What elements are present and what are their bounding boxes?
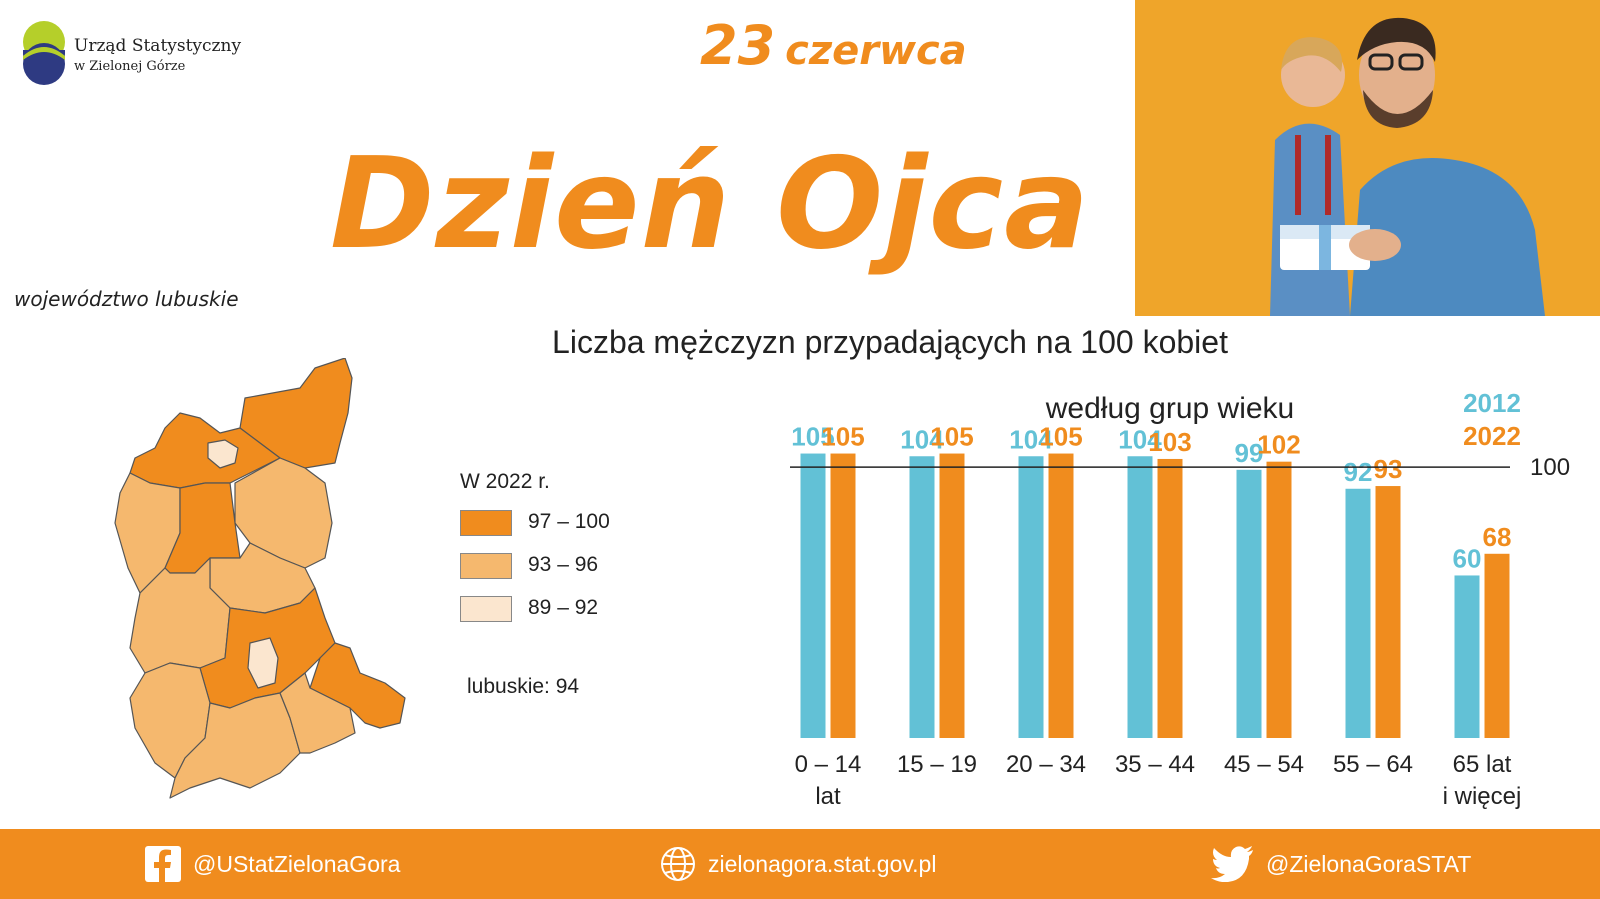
map-enclave: [207, 439, 239, 469]
region-total: lubuskie: 94: [467, 675, 580, 698]
map-county: [279, 672, 356, 754]
bar-2022: [1266, 461, 1292, 738]
data-label-2012: 104: [1009, 424, 1053, 454]
data-label-2022: 102: [1257, 430, 1300, 460]
date-heading: 23 czerwca: [700, 14, 1000, 77]
footer-bar: @UStatZielonaGora zielonagora.stat.gov.p…: [0, 829, 1600, 899]
series-legend-2022: 2022: [1463, 421, 1521, 451]
legend-row: 89 – 92: [460, 596, 660, 626]
date-month: czerwca: [785, 28, 967, 74]
bar-2022: [830, 453, 856, 738]
statistics-office-logo: Urząd Statystyczny w Zielonej Górze: [20, 20, 280, 90]
bar-2012: [909, 456, 935, 738]
chart-title: według grup wieku: [1045, 392, 1294, 425]
logo-icon: [23, 21, 65, 85]
category-label: 15 – 19: [897, 751, 977, 778]
footer-twitter[interactable]: @ZielonaGoraSTAT: [1210, 829, 1471, 899]
footer-website[interactable]: zielonagora.stat.gov.pl: [660, 829, 936, 899]
bar-2012: [1454, 575, 1480, 738]
bar-2012: [1236, 469, 1262, 738]
category-label: lat: [815, 783, 841, 810]
map-county: [234, 457, 333, 569]
legend-label: 97 – 100: [528, 510, 610, 533]
legend-title: W 2022 r.: [460, 470, 550, 493]
page-title: Dzień Ojca: [330, 130, 1091, 277]
map-county: [129, 412, 281, 489]
bar-2012: [1127, 456, 1153, 738]
category-label: i więcej: [1443, 783, 1522, 810]
data-label-2022: 105: [930, 422, 973, 452]
data-label-2022: 105: [1039, 422, 1082, 452]
chart-subtitle: Liczba mężczyzn przypadających na 100 ko…: [552, 324, 1228, 360]
bar-2012: [800, 453, 826, 738]
bar-2022: [939, 453, 965, 738]
map-enclave: [247, 637, 279, 689]
data-label-2022: 103: [1148, 427, 1191, 457]
reference-line-label: 100: [1530, 454, 1570, 481]
legend-swatch-light: [460, 596, 512, 622]
data-label-2012: 105: [791, 422, 834, 452]
category-label: 65 lat: [1453, 751, 1512, 778]
category-label: 20 – 34: [1006, 751, 1086, 778]
category-label: 55 – 64: [1333, 751, 1413, 778]
data-label-2012: 92: [1344, 457, 1373, 487]
data-label-2012: 104: [900, 424, 944, 454]
logo-line-2: w Zielonej Górze: [74, 59, 186, 74]
father-son-photo: [1135, 0, 1600, 316]
legend-label: 93 – 96: [528, 553, 599, 576]
legend-label: 89 – 92: [528, 596, 599, 619]
facebook-handle[interactable]: @UStatZielonaGora: [193, 850, 401, 877]
data-label-2012: 60: [1453, 543, 1482, 573]
twitter-handle[interactable]: @ZielonaGoraSTAT: [1266, 850, 1472, 877]
bar-2022: [1048, 453, 1074, 738]
data-label-2022: 105: [821, 422, 864, 452]
series-legend-2012: 2012: [1463, 388, 1521, 418]
region-label: województwo lubuskie: [14, 287, 239, 311]
map-legend: W 2022 r. 97 – 100 93 – 96 89 – 92 lubus…: [455, 470, 675, 710]
website-url[interactable]: zielonagora.stat.gov.pl: [708, 850, 937, 877]
data-label-2022: 93: [1374, 454, 1403, 484]
legend-row: 93 – 96: [460, 553, 660, 583]
footer-facebook[interactable]: @UStatZielonaGora: [145, 829, 400, 899]
map-county: [169, 692, 301, 799]
facebook-icon: [145, 846, 181, 882]
bar-2022: [1484, 553, 1510, 738]
category-label: 35 – 44: [1115, 751, 1195, 778]
legend-row: 97 – 100: [460, 510, 660, 540]
date-day: 23: [700, 14, 776, 77]
bar-2012: [1018, 456, 1044, 738]
bar-2012: [1345, 488, 1371, 738]
age-group-bar-chart: według grup wieku 2012 2022 105 105 0 – 14 lat…: [780, 380, 1580, 820]
data-label-2012: 99: [1235, 438, 1264, 468]
category-label: 45 – 54: [1224, 751, 1304, 778]
data-label-2012: 104: [1118, 424, 1162, 454]
lubuskie-map: [110, 357, 420, 818]
legend-swatch-dark: [460, 510, 512, 536]
category-label: 0 – 14: [795, 751, 862, 778]
globe-icon: [661, 847, 695, 881]
legend-swatch-mid: [460, 553, 512, 579]
twitter-bird-icon: [1211, 846, 1253, 882]
bar-2022: [1375, 486, 1401, 738]
logo-line-1: Urząd Statystyczny: [74, 36, 242, 56]
data-label-2022: 68: [1483, 522, 1512, 552]
bar-2022: [1157, 458, 1183, 738]
